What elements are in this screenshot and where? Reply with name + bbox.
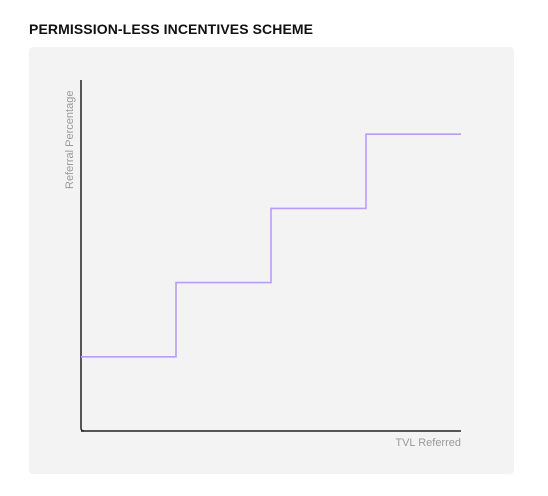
axis-corner (80, 427, 85, 432)
series-line-0 (81, 133, 461, 358)
x-axis-label: TVL Referred (395, 437, 461, 449)
series-layer (81, 133, 461, 358)
y-axis-label: Referral Percentage (64, 91, 76, 189)
chart-title: PERMISSION-LESS INCENTIVES SCHEME (29, 21, 314, 37)
